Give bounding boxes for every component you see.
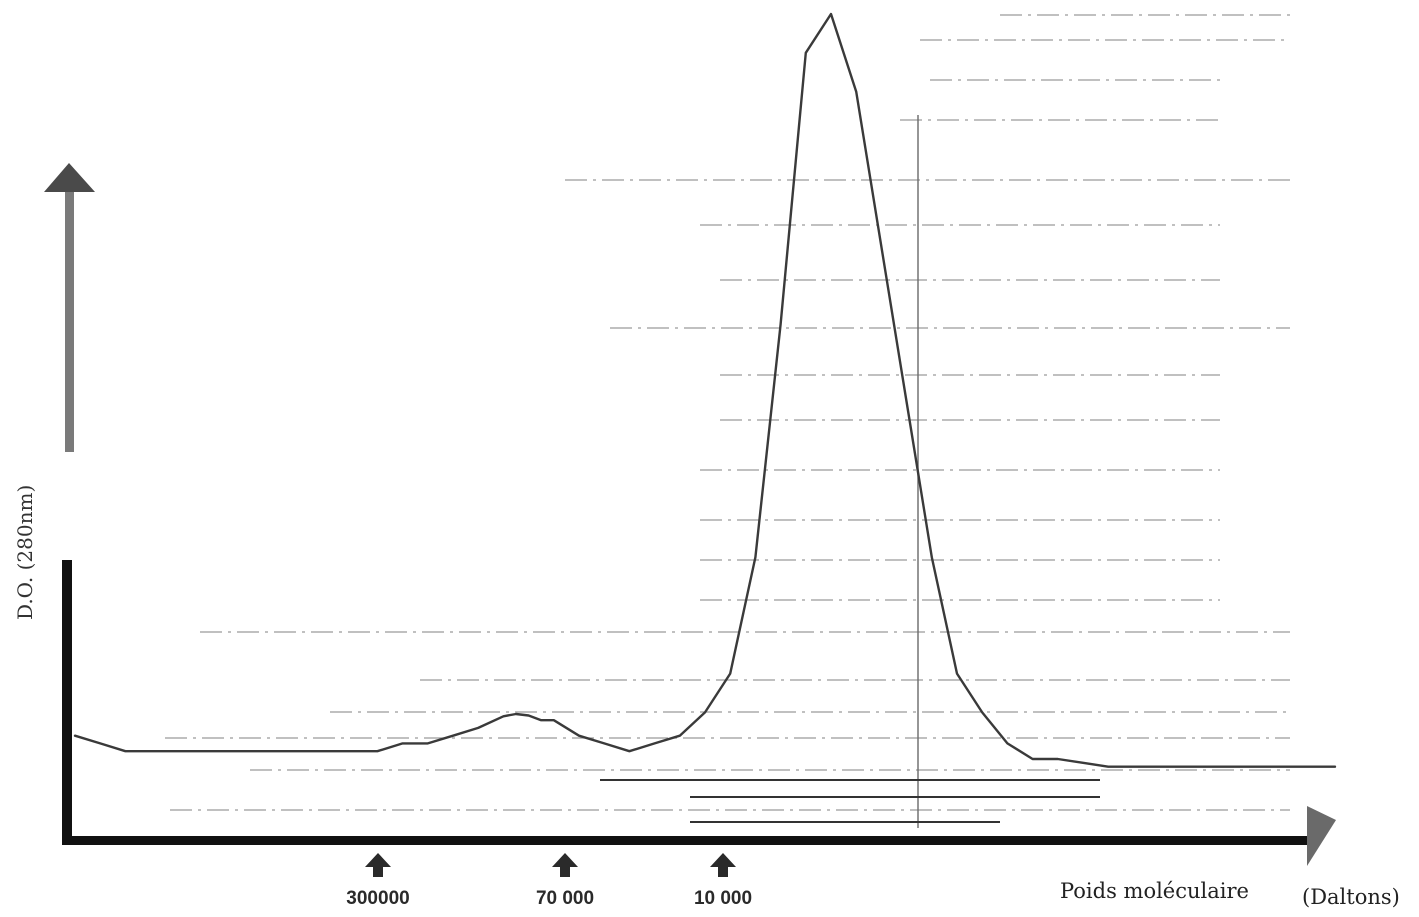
up-arrow-icon xyxy=(552,853,578,877)
x-marker: 10 000 xyxy=(694,853,752,909)
y-axis-lower-bar xyxy=(62,560,72,842)
x-axis-bar xyxy=(62,836,1307,845)
x-marker-label: 10 000 xyxy=(694,888,752,909)
y-axis-label: D.O. (280nm) xyxy=(13,485,37,620)
x-axis-unit: (Daltons) xyxy=(1302,885,1400,909)
x-marker: 300000 xyxy=(346,853,410,909)
x-axis-label: Poids moléculaire xyxy=(1060,879,1249,903)
x-marker: 70 000 xyxy=(536,853,594,909)
x-markers: 300000 70 000 10 000 xyxy=(346,853,752,909)
x-marker-label: 300000 xyxy=(346,888,409,909)
y-axis xyxy=(44,163,95,842)
x-axis xyxy=(62,806,1336,866)
absorbance-trace xyxy=(73,12,1337,768)
y-axis-arrow xyxy=(44,163,95,192)
x-axis-arrow xyxy=(1307,806,1336,866)
y-axis-upper-bar xyxy=(65,190,74,452)
grid-lines xyxy=(165,14,1290,828)
up-arrow-icon xyxy=(365,853,391,877)
up-arrow-icon xyxy=(710,853,736,877)
x-marker-label: 70 000 xyxy=(536,888,594,909)
